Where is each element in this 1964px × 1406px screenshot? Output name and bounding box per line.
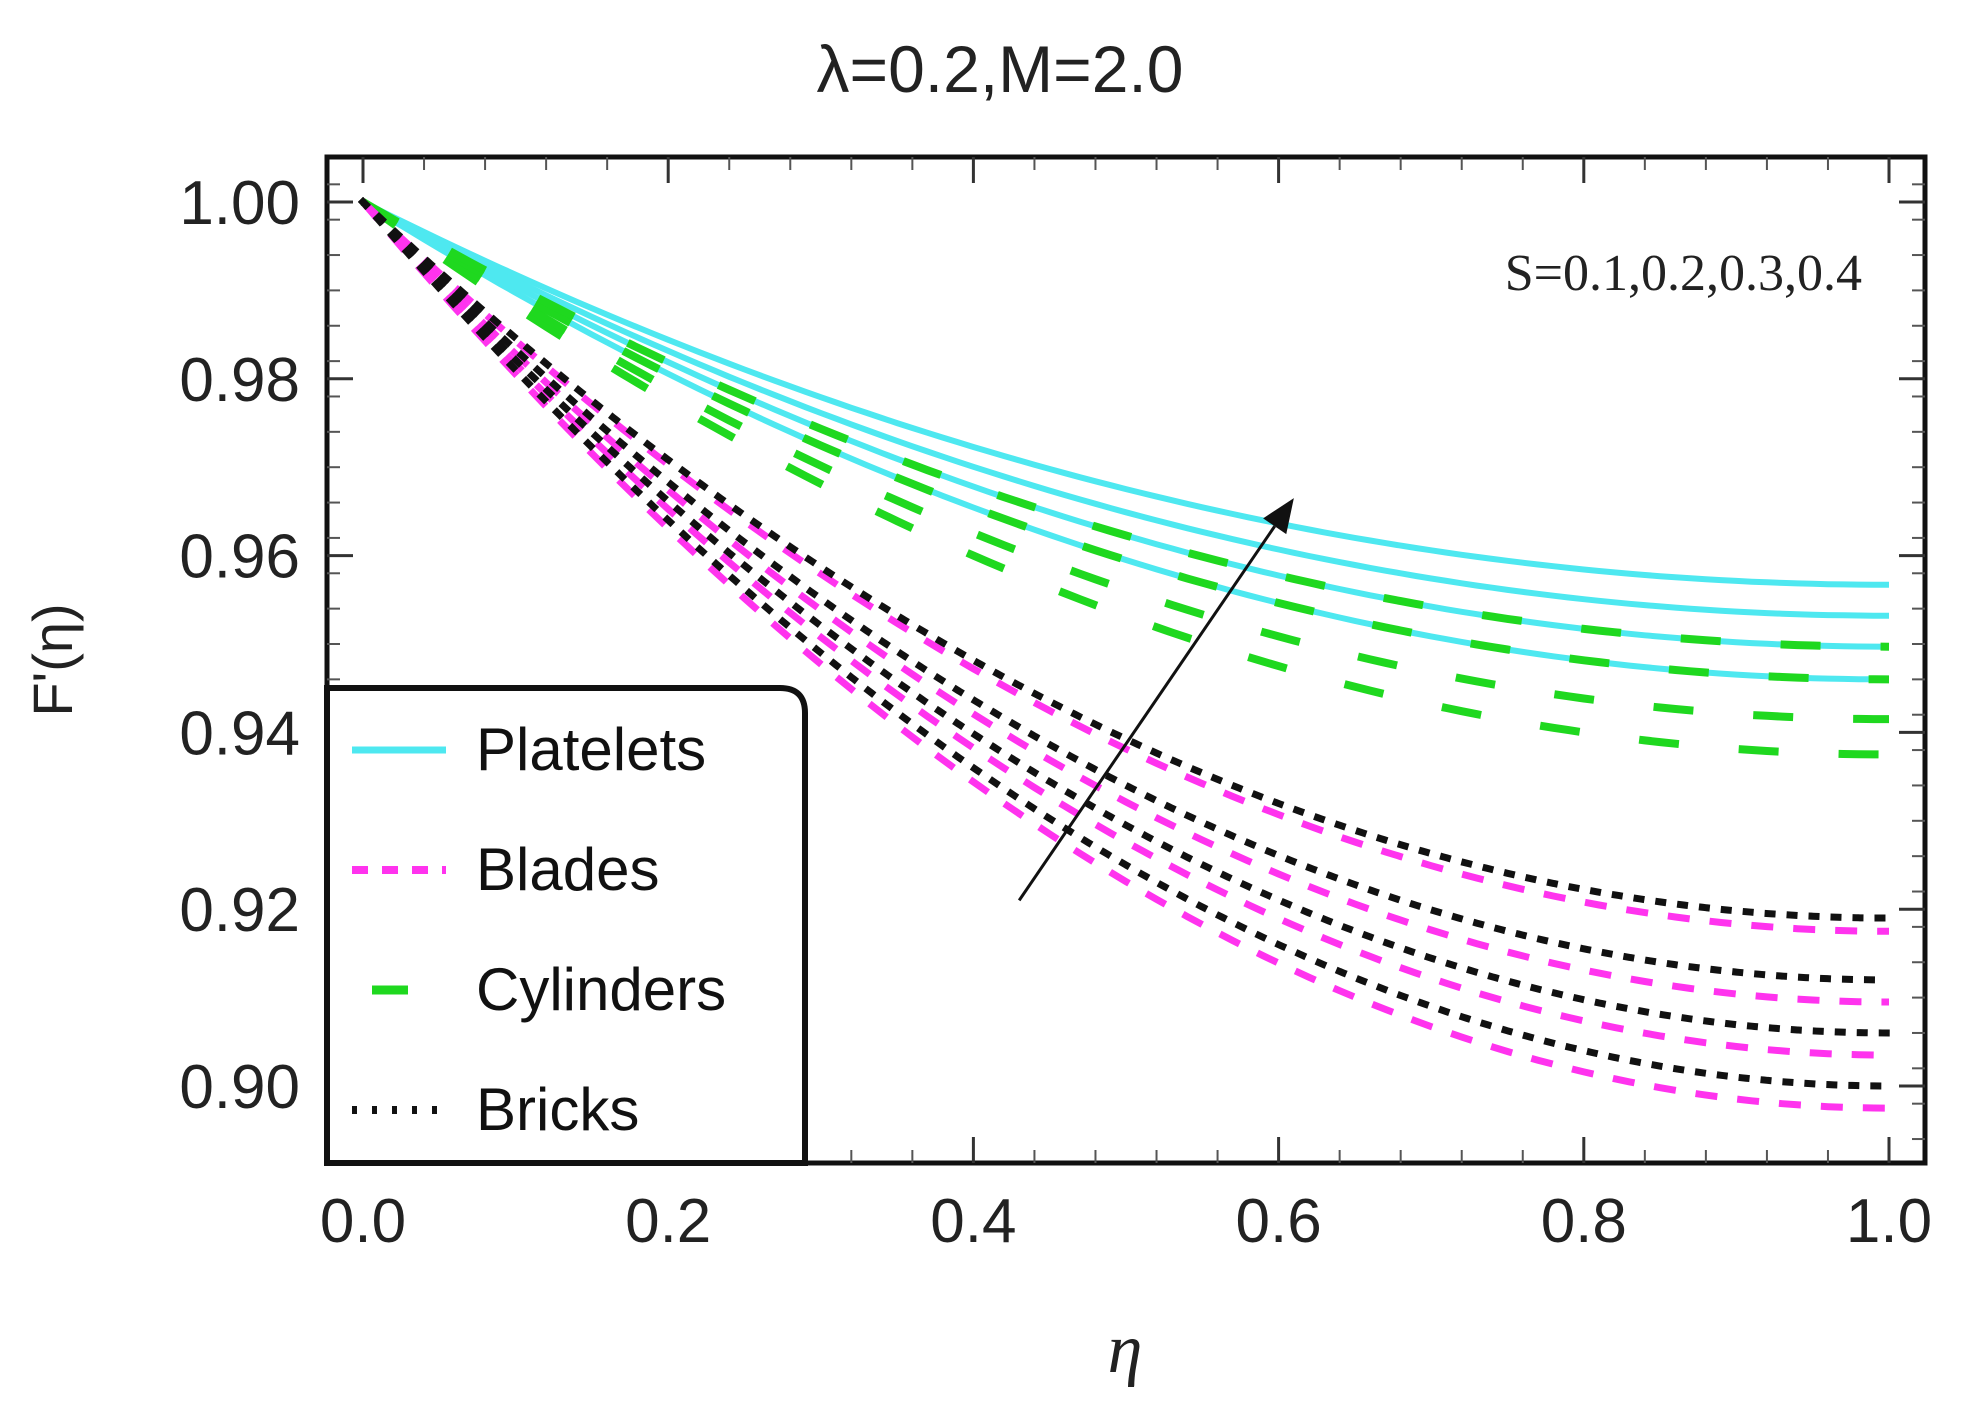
series-bricks-s0.3: [358, 197, 1893, 984]
x-tick-label: 0.4: [930, 1187, 1016, 1256]
x-tick-label: 0.6: [1235, 1187, 1321, 1256]
legend-label-platelets: Platelets: [476, 716, 706, 783]
y-tick-label: 1.00: [179, 169, 300, 238]
legend-box: [324, 685, 808, 1166]
series-blades-s0.1: [360, 199, 1890, 1112]
legend: Platelets Blades Cylinders Bricks: [324, 685, 808, 1166]
series-cylinders-s0.1: [360, 198, 1890, 759]
x-tick-label: 0.0: [320, 1187, 406, 1256]
series-blades-s0.4: [360, 199, 1890, 935]
series-platelets-s0.3: [361, 199, 1889, 619]
x-tick-label: 0.2: [625, 1187, 711, 1256]
y-tick-label: 0.96: [179, 523, 300, 592]
series-blades-s0.3: [360, 199, 1890, 1006]
y-axis-label: F'(η): [21, 603, 84, 716]
chart-title: λ=0.2,M=2.0: [817, 32, 1184, 106]
y-tick-label: 0.90: [179, 1053, 300, 1122]
x-tick-label: 0.8: [1541, 1187, 1627, 1256]
y-tick-label: 0.94: [179, 699, 300, 768]
legend-label-cylinders: Cylinders: [476, 956, 726, 1023]
y-tick-label: 0.92: [179, 876, 300, 945]
trend-arrow: [1017, 498, 1294, 902]
s-annotation: S=0.1,0.2,0.3,0.4: [1505, 245, 1862, 302]
arrow-shaft: [1017, 525, 1276, 902]
legend-label-blades: Blades: [476, 836, 659, 903]
series-bricks-s0.1: [358, 197, 1893, 1090]
series-cylinders-s0.4: [361, 198, 1890, 651]
plot-frame: [324, 154, 1928, 1166]
x-tick-label: 1.0: [1846, 1187, 1932, 1256]
axes-layer: 0.0 0.2 0.4 0.6 0.8 1.0 0.90 0.92 0.94 0.96 0.98 1.…: [179, 154, 1932, 1256]
series-bricks-s0.2: [358, 197, 1893, 1037]
series-platelets-s0.4: [361, 199, 1890, 588]
x-axis-label: η: [1108, 1311, 1143, 1388]
series-platelets-s0.1: [361, 199, 1890, 683]
series-bricks-s0.4: [358, 197, 1893, 922]
legend-label-bricks: Bricks: [476, 1076, 639, 1143]
y-tick-label: 0.98: [179, 346, 300, 415]
series-layer: [358, 197, 1893, 1112]
arrow-head: [1263, 498, 1294, 535]
